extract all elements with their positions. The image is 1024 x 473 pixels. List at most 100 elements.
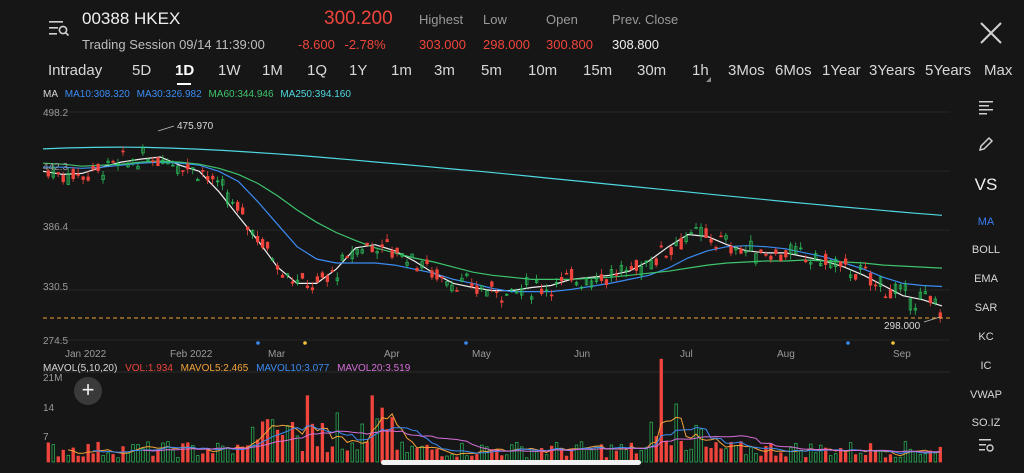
candle-body	[535, 279, 539, 283]
tab-15min[interactable]: 15m	[583, 62, 613, 79]
event-dot[interactable]	[303, 341, 307, 345]
volume-bar	[151, 455, 155, 463]
volume-bar	[669, 445, 673, 463]
tab-1w[interactable]: 1W	[218, 62, 241, 79]
indicator-vwap[interactable]: VWAP	[970, 389, 1002, 401]
close-icon[interactable]	[978, 20, 1004, 46]
candle-body	[460, 277, 464, 282]
candle-body	[141, 147, 145, 154]
volume-bar	[779, 452, 783, 463]
candle-body	[878, 276, 883, 287]
candle-body	[126, 162, 130, 168]
candle-body	[360, 249, 364, 254]
tab-3min[interactable]: 3m	[434, 62, 455, 79]
open-value: 300.800	[546, 37, 593, 52]
volume-bar	[814, 452, 818, 463]
candle-body	[355, 248, 359, 255]
volume-bar	[71, 447, 75, 463]
volume-bar	[300, 451, 305, 463]
tab-max[interactable]: Max	[984, 62, 1013, 79]
candle-body	[714, 246, 718, 249]
ma-line-ma60	[42, 160, 943, 280]
prev-close-label: Prev. Close	[612, 12, 679, 27]
settings-list-icon[interactable]	[977, 437, 995, 453]
volume-bar	[285, 425, 290, 463]
volume-bar	[51, 444, 55, 463]
tab-1q[interactable]: 1Q	[307, 62, 328, 79]
event-dot[interactable]	[846, 341, 850, 345]
tab-6mos[interactable]: 6Mos	[775, 62, 812, 79]
tab-1year[interactable]: 1Year	[822, 62, 861, 79]
month-jan: Jan 2022	[65, 349, 107, 360]
indicator-ic[interactable]: IC	[980, 360, 992, 372]
tab-30min[interactable]: 30m	[637, 62, 667, 79]
candle-body	[544, 289, 549, 292]
volume-bar	[111, 454, 115, 463]
tab-1d[interactable]: 1D	[175, 62, 195, 79]
volume-bar	[883, 457, 888, 463]
watchlist-search-icon[interactable]	[48, 18, 70, 38]
volume-bar	[345, 450, 349, 463]
tab-intraday[interactable]: Intraday	[48, 62, 103, 79]
indicator-ma[interactable]: MA	[977, 216, 995, 228]
tab-5min[interactable]: 5m	[481, 62, 502, 79]
tab-1m[interactable]: 1M	[262, 62, 283, 79]
indicator-soiz[interactable]: SO.IZ	[971, 417, 1001, 427]
volume-bar	[76, 455, 80, 463]
tab-1h[interactable]: 1h	[692, 62, 709, 79]
event-dot[interactable]	[464, 341, 468, 345]
candle-body	[345, 256, 349, 259]
high-annotation-line	[157, 125, 175, 132]
candle-body	[121, 150, 125, 153]
volume-bar	[61, 449, 65, 463]
candle-body	[848, 274, 853, 278]
price-tick-442: 442.3	[43, 162, 68, 173]
volume-legend: MAVOL(5,10,20) VOL:1.934 MAVOL5:2.465 MA…	[43, 363, 415, 374]
volume-bar	[380, 407, 384, 463]
tab-3mos[interactable]: 3Mos	[728, 62, 765, 79]
volume-bar	[579, 441, 584, 463]
volume-bar	[769, 443, 773, 463]
candle-body	[260, 239, 265, 248]
tab-5d[interactable]: 5D	[132, 62, 152, 79]
indicator-ema[interactable]: EMA	[974, 273, 998, 285]
compare-vs-button[interactable]: VS	[974, 175, 998, 194]
candle-body	[923, 291, 928, 295]
more-periods-indicator[interactable]	[706, 77, 711, 82]
tab-10min[interactable]: 10m	[528, 62, 558, 79]
candle-body	[455, 290, 459, 292]
tab-1min[interactable]: 1m	[391, 62, 412, 79]
tab-5years[interactable]: 5Years	[925, 62, 972, 79]
volume-bar	[754, 453, 758, 463]
indicator-boll[interactable]: BOLL	[971, 244, 1001, 256]
volume-bar	[231, 453, 235, 463]
pencil-icon[interactable]	[977, 135, 995, 153]
volume-bar	[295, 435, 300, 463]
candle-body	[250, 230, 255, 236]
tab-1y[interactable]: 1Y	[349, 62, 368, 79]
tab-3years[interactable]: 3Years	[869, 62, 916, 79]
volume-bar	[201, 453, 205, 463]
volume-bar	[181, 443, 185, 463]
volume-bar	[679, 441, 683, 463]
volume-bar	[320, 423, 325, 463]
event-dot[interactable]	[256, 341, 260, 345]
event-dot[interactable]	[891, 341, 895, 345]
candle-body	[549, 294, 554, 297]
candle-body	[739, 248, 743, 254]
list-icon[interactable]	[977, 99, 995, 115]
add-indicator-button[interactable]: +	[74, 377, 102, 405]
volume-bar	[86, 443, 90, 463]
volume-bar	[704, 446, 708, 463]
indicator-kc[interactable]: KC	[978, 331, 994, 343]
volume-bar	[325, 452, 330, 463]
indicator-sar[interactable]: SAR	[974, 302, 998, 314]
candle-body	[186, 163, 190, 170]
candle-body	[843, 258, 848, 265]
volume-bar	[211, 453, 215, 463]
candle-body	[604, 279, 609, 285]
candle-body	[400, 253, 404, 257]
volume-bar	[664, 440, 668, 463]
candle-body	[335, 277, 339, 282]
